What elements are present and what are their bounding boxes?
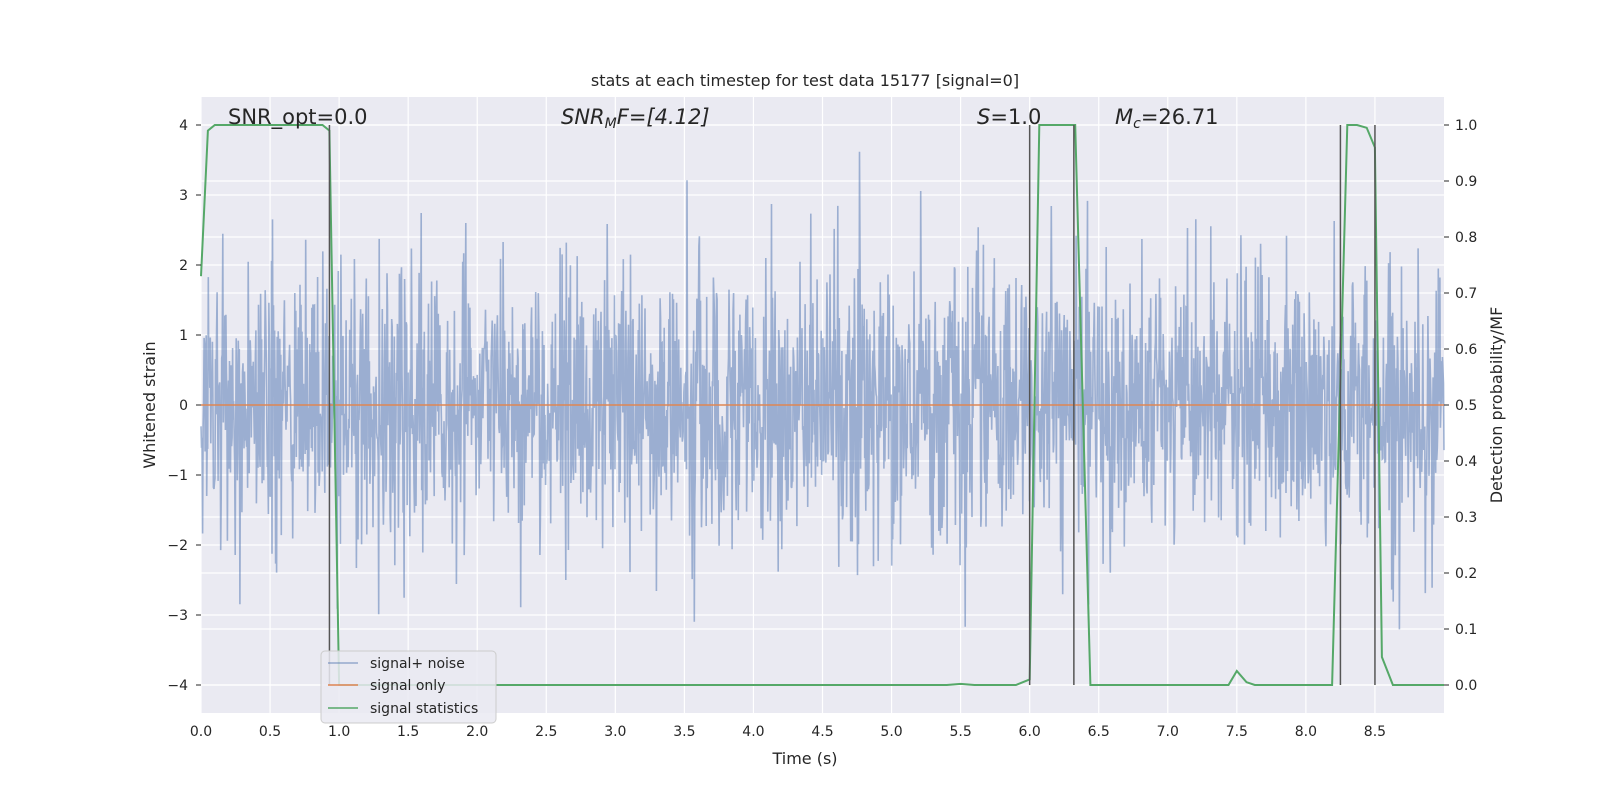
y-tick-label: 3 bbox=[179, 188, 188, 204]
y-right-tick-label: 0.4 bbox=[1455, 454, 1477, 470]
y-axis-label-right: Detection probability/MF bbox=[1487, 307, 1506, 504]
y-right-tick-label: 0.1 bbox=[1455, 622, 1477, 638]
y-right-tick-label: 0.2 bbox=[1455, 566, 1477, 582]
y-tick-label: 4 bbox=[179, 118, 188, 134]
x-tick-label: 4.0 bbox=[742, 724, 764, 740]
x-tick-label: 8.5 bbox=[1364, 724, 1386, 740]
annotation-mc: Mc=26.71 bbox=[1115, 105, 1219, 132]
x-tick-label: 0.0 bbox=[190, 724, 212, 740]
legend: signal+ noise signal only signal statist… bbox=[320, 650, 497, 724]
annotation-s-rest: =1.0 bbox=[990, 105, 1041, 129]
x-tick-label: 6.5 bbox=[1088, 724, 1110, 740]
x-tick-label: 1.0 bbox=[328, 724, 350, 740]
annotation-mc-italic: M bbox=[1115, 105, 1133, 129]
x-tick-label: 8.0 bbox=[1295, 724, 1317, 740]
tick-labels: 0.0 0.5 1.0 1.5 2.0 2.5 3.0 3.5 4.0 4.5 5.0 5.5 6.0 6… bbox=[167, 118, 1477, 740]
y-right-tick-label: 0.8 bbox=[1455, 230, 1477, 246]
y-tick-label: −4 bbox=[167, 678, 188, 694]
legend-label-2: signal statistics bbox=[370, 701, 478, 717]
vertical-markers bbox=[328, 125, 1376, 685]
x-tick-label: 3.0 bbox=[604, 724, 626, 740]
annotation-snr-mf-sub: M bbox=[605, 116, 617, 132]
annotation-mc-rest: =26.71 bbox=[1141, 105, 1219, 129]
annotation-snr-mf-italic: SNR bbox=[561, 105, 605, 129]
x-tick-label: 7.0 bbox=[1157, 724, 1179, 740]
x-tick-label: 7.5 bbox=[1226, 724, 1248, 740]
signal-noise-line bbox=[200, 151, 1445, 630]
annotation-snr-opt: SNR_opt=0.0 bbox=[228, 105, 368, 130]
y-right-tick-label: 0.9 bbox=[1455, 174, 1477, 190]
y-right-tick-label: 1.0 bbox=[1455, 118, 1477, 134]
legend-label-0: signal+ noise bbox=[370, 656, 465, 672]
y-right-tick-label: 0.5 bbox=[1455, 398, 1477, 414]
annotation-s: S=1.0 bbox=[977, 105, 1041, 129]
x-tick-label: 2.0 bbox=[466, 724, 488, 740]
x-tick-label: 1.5 bbox=[397, 724, 419, 740]
annotation-snr-mf-rest: F=[4.12] bbox=[617, 105, 710, 129]
legend-label-1: signal only bbox=[370, 678, 445, 694]
annotation-mc-sub: c bbox=[1133, 116, 1141, 132]
x-tick-label: 2.5 bbox=[535, 724, 557, 740]
y-axis-label: Whitened strain bbox=[140, 341, 159, 468]
x-tick-label: 4.5 bbox=[811, 724, 833, 740]
noise-series bbox=[200, 151, 1445, 630]
x-tick-label: 5.0 bbox=[880, 724, 902, 740]
y-tick-label: −3 bbox=[167, 608, 188, 624]
y-right-tick-label: 0.3 bbox=[1455, 510, 1477, 526]
annotation-s-italic: S bbox=[977, 105, 990, 129]
y-tick-label: −2 bbox=[167, 538, 188, 554]
annotation-snr-mf: SNRMF=[4.12] bbox=[561, 105, 710, 132]
x-tick-label: 0.5 bbox=[259, 724, 281, 740]
x-tick-label: 5.5 bbox=[949, 724, 971, 740]
y-tick-label: 1 bbox=[179, 328, 188, 344]
x-axis-label: Time (s) bbox=[771, 749, 837, 768]
chart-title: stats at each timestep for test data 151… bbox=[591, 71, 1019, 90]
y-right-tick-label: 0.7 bbox=[1455, 286, 1477, 302]
y-right-tick-label: 0.6 bbox=[1455, 342, 1477, 358]
legend-box bbox=[320, 650, 497, 724]
x-tick-label: 3.5 bbox=[673, 724, 695, 740]
y-tick-label: 2 bbox=[179, 258, 188, 274]
y-tick-label: −1 bbox=[167, 468, 188, 484]
y-tick-label: 0 bbox=[179, 398, 188, 414]
y-right-tick-label: 0.0 bbox=[1455, 678, 1477, 694]
x-tick-label: 6.0 bbox=[1019, 724, 1041, 740]
